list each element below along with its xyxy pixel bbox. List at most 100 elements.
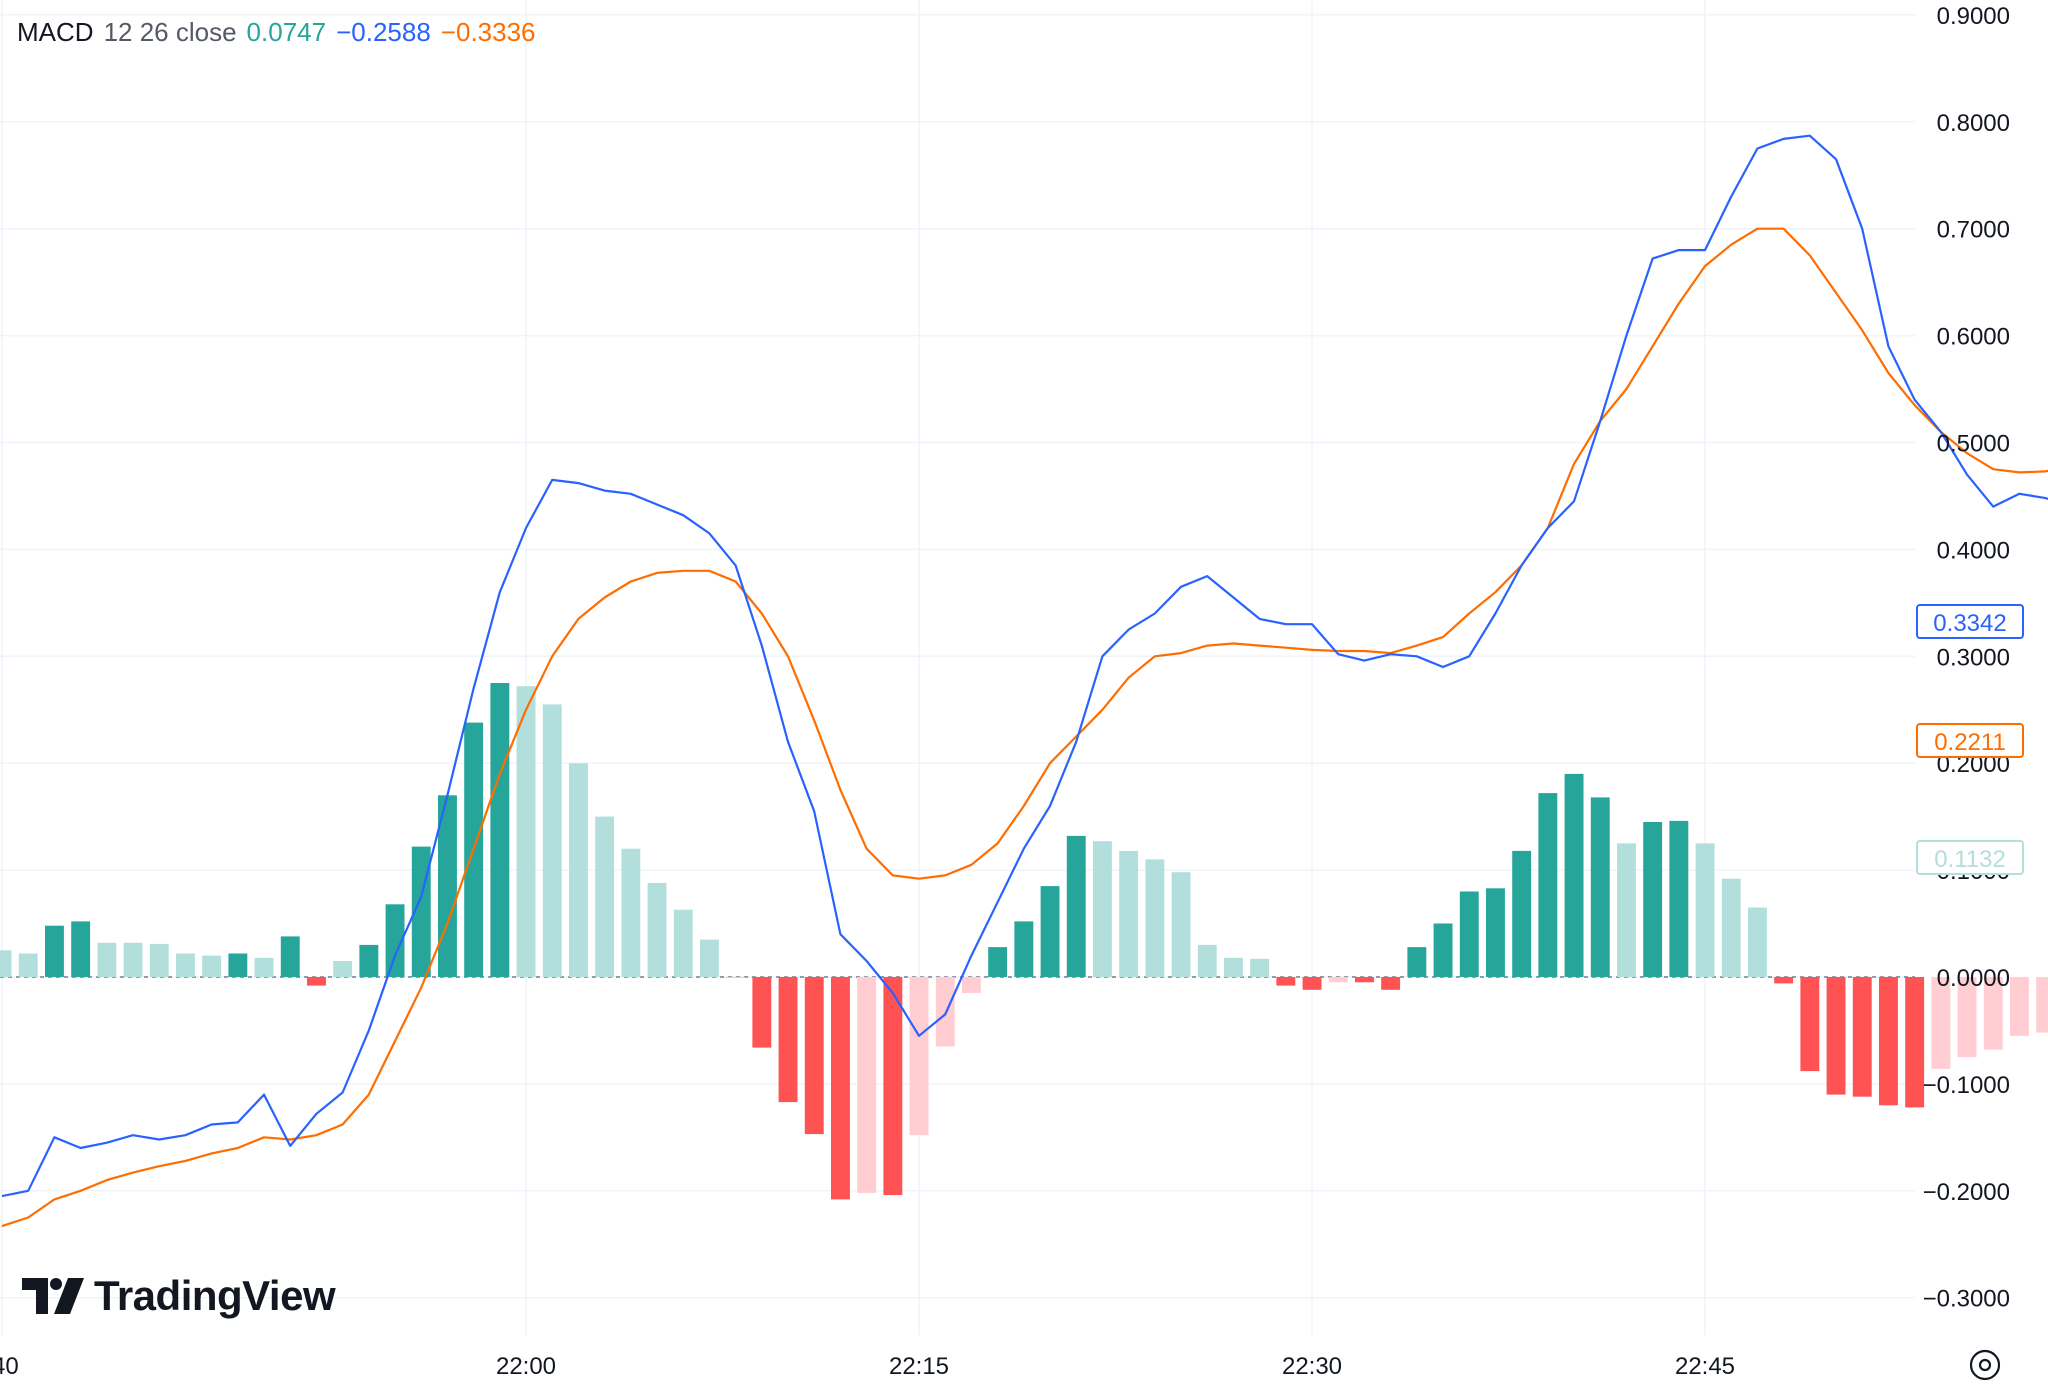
histogram-bar [228, 953, 248, 977]
histogram-bar [988, 947, 1008, 977]
histogram-bar [1826, 977, 1846, 1095]
x-tick-label: 22:00 [496, 1353, 556, 1380]
y-tick-label: −0.2000 [1923, 1179, 2010, 1206]
histogram-bar [490, 683, 510, 977]
y-axis[interactable]: 0.9000 0.8000 0.7000 0.6000 0.5000 0.4000 0.30… [1923, 3, 2010, 1313]
histogram-bar [1014, 921, 1034, 977]
histogram-price-label: 0.1132 [1916, 840, 2024, 875]
histogram-bar [280, 936, 300, 977]
histogram-bar [831, 977, 850, 1200]
signal-line [1, 227, 2048, 1228]
histogram-bar [1381, 977, 1401, 990]
histogram-bar [359, 944, 379, 977]
y-tick-label: 0.4000 [1937, 537, 2010, 564]
histogram-bar [1040, 886, 1060, 977]
histogram-bar [752, 977, 772, 1048]
y-tick-label: 0.7000 [1937, 217, 2010, 244]
histogram-bar [123, 942, 143, 977]
histogram-bar [1643, 822, 1663, 977]
tradingview-logo-text: TradingView [94, 1272, 336, 1319]
histogram-bar [1459, 891, 1479, 977]
histogram-bar [1695, 843, 1715, 977]
histogram-bar [1590, 797, 1610, 977]
histogram-bar [883, 977, 903, 1196]
histogram-bar [45, 925, 64, 977]
x-tick-label: 22:30 [1282, 1353, 1342, 1380]
histogram-bar [1407, 947, 1427, 977]
histogram-bar [1957, 977, 1977, 1058]
indicator-params: 12 26 close [103, 17, 237, 47]
x-axis[interactable]: :4022:0022:1522:3022:4523:0023:1523:3023… [0, 1353, 2048, 1380]
histogram-bar [962, 977, 981, 993]
histogram-price-text: 0.1132 [1934, 846, 2006, 873]
histogram-bar [647, 882, 667, 977]
y-tick-label: −0.1000 [1923, 1072, 2010, 1099]
signal-value: −0.3336 [440, 17, 536, 47]
histogram-bar [804, 977, 824, 1135]
macd-price-text: 0.3342 [1933, 610, 2006, 637]
histogram-bar [2010, 977, 2029, 1036]
histogram-bar [1171, 872, 1191, 977]
y-tick-label: 0.8000 [1937, 110, 2010, 137]
y-tick-label: 0.9000 [1937, 3, 2010, 30]
y-tick-label: 0.0000 [1937, 965, 2010, 992]
histogram-bar [1852, 977, 1872, 1097]
x-tick-label: 22:45 [1675, 1353, 1735, 1380]
histogram-bar [1721, 878, 1741, 977]
histogram-bar [1931, 977, 1951, 1069]
histogram-bar [1669, 820, 1689, 977]
histogram-bar [1119, 850, 1139, 977]
histogram-bar [254, 957, 274, 977]
histogram-bar [2036, 977, 2048, 1033]
histogram-bar [1433, 923, 1453, 977]
histogram-bar [1302, 977, 1322, 990]
histogram-bar [726, 977, 746, 978]
histogram-bar [516, 686, 536, 977]
x-tick-label: :40 [0, 1353, 19, 1380]
settings-gear-icon[interactable] [1969, 1349, 2001, 1381]
histogram-bar [542, 704, 562, 977]
histogram-bar [202, 955, 222, 977]
y-tick-label: 0.3000 [1937, 644, 2010, 671]
y-tick-label: 0.5000 [1937, 431, 2010, 458]
histogram-bar [1355, 977, 1374, 983]
y-tick-label: −0.3000 [1923, 1286, 2010, 1313]
indicator-legend[interactable]: MACD 12 26 close 0.0747 −0.2588 −0.3336 [17, 17, 546, 48]
y-tick-label: 0.6000 [1937, 324, 2010, 351]
histogram-bar [307, 977, 326, 986]
histogram-bar [1066, 835, 1086, 977]
signal-price-text: 0.2211 [1934, 729, 2006, 756]
histogram-bar [0, 950, 12, 977]
histogram-bar [700, 939, 719, 977]
histogram-bar [149, 943, 169, 977]
tradingview-logo[interactable]: TradingView [22, 1272, 336, 1320]
histogram-bar [1617, 843, 1636, 977]
histogram-bar [18, 953, 38, 977]
histogram-bar [1197, 944, 1217, 977]
grid-lines [0, 0, 1915, 1335]
histogram-bar [1093, 841, 1112, 977]
histogram-bar [909, 977, 929, 1136]
histogram-bar [1564, 773, 1584, 977]
histogram-bar [1276, 977, 1296, 986]
histogram-bar [71, 921, 91, 977]
histogram-bar [385, 904, 405, 977]
histogram-bar [1774, 977, 1794, 984]
histogram-bar [1486, 888, 1505, 977]
macd-line [1, 134, 2048, 1198]
histogram-bar [857, 977, 877, 1193]
histogram-bar [438, 795, 457, 977]
histogram-bar [673, 909, 693, 977]
macd-price-label: 0.3342 [1916, 604, 2024, 639]
histogram-bar [1145, 859, 1165, 977]
histogram-bar [1879, 977, 1898, 1106]
histogram-bar [1983, 977, 2003, 1050]
histogram-bar [176, 953, 195, 977]
histogram-bar [1328, 977, 1348, 983]
histogram-bar [621, 848, 641, 977]
histogram-bar [1512, 850, 1532, 977]
histogram-bar [778, 977, 798, 1103]
macd-value: −0.2588 [336, 17, 431, 47]
